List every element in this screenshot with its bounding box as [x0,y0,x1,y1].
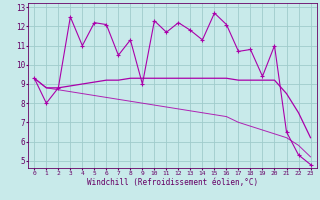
X-axis label: Windchill (Refroidissement éolien,°C): Windchill (Refroidissement éolien,°C) [87,178,258,187]
